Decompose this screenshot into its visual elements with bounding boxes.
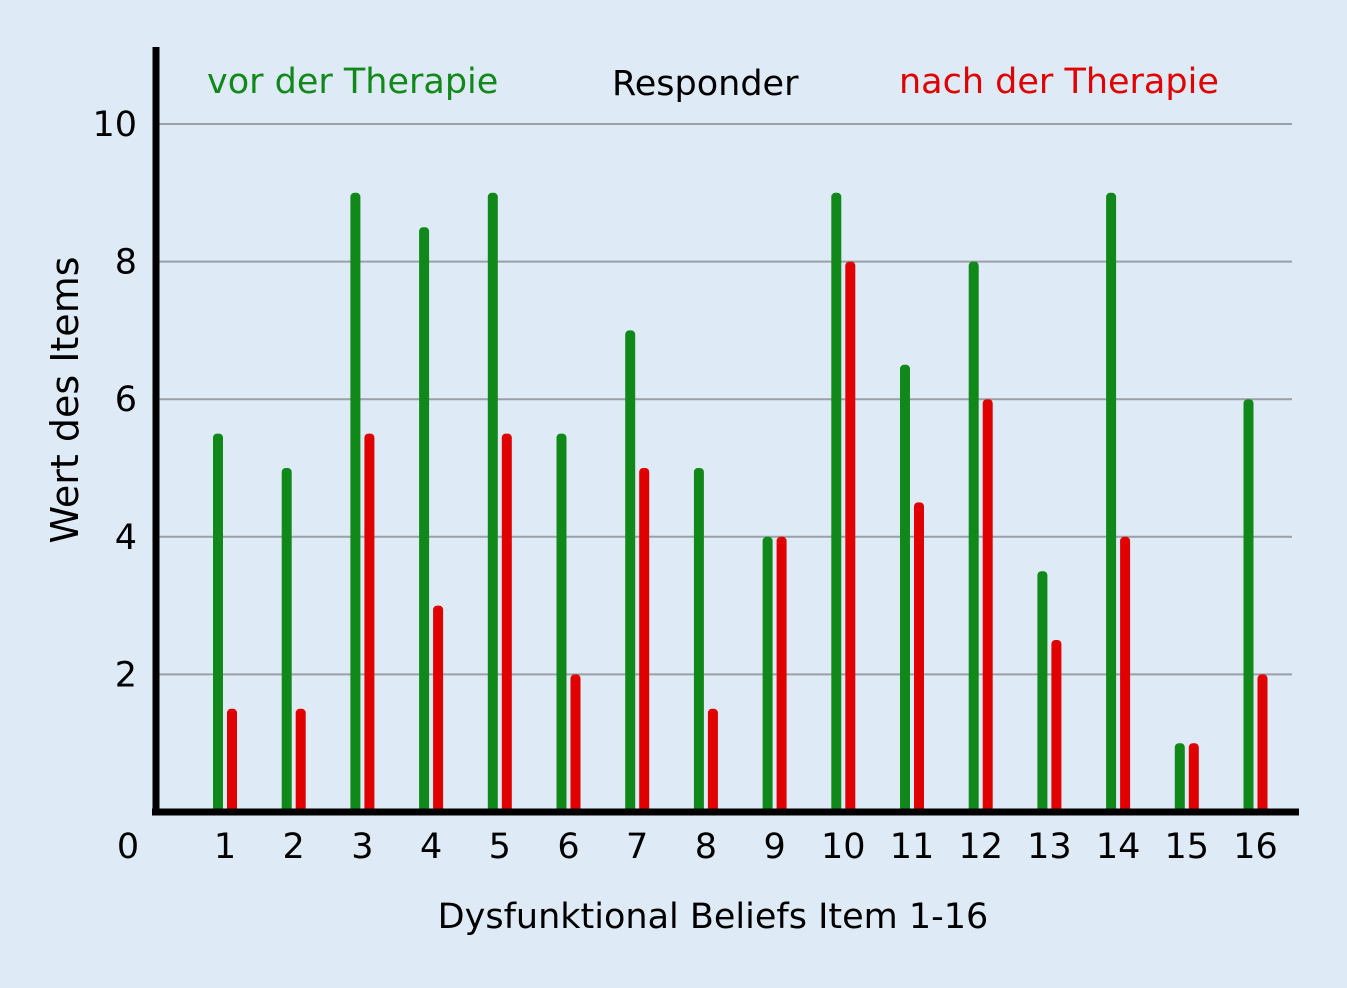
bar-before-item-6 (556, 433, 567, 815)
bar-after-item-5 (501, 433, 512, 815)
bar-before-item-2 (281, 468, 292, 815)
y-tick-label: 0 (117, 827, 139, 867)
bar-after-item-1 (227, 708, 237, 815)
bar-after-item-8 (707, 708, 718, 815)
bar-before-item-8 (693, 468, 704, 815)
bar-after-item-16 (1257, 674, 1268, 815)
y-tick-labels: 0 2 4 6 8 10 (92, 105, 139, 867)
bar-after-item-4 (433, 605, 444, 815)
x-tick-label: 5 (489, 827, 511, 867)
x-tick-label: 6 (557, 827, 579, 867)
bar-after-item-6 (570, 674, 581, 815)
x-tick-label: 11 (890, 827, 935, 867)
legend-series-after: nach der Therapie (899, 62, 1219, 102)
x-tick-label: 12 (958, 827, 1003, 867)
x-axis-label: Dysfunktional Beliefs Item 1-16 (438, 897, 989, 937)
bar-after-item-12 (982, 399, 993, 815)
y-tick-label: 8 (115, 243, 137, 283)
bar-before-item-12 (968, 261, 979, 816)
bars (213, 192, 1268, 816)
y-tick-label: 6 (115, 380, 137, 420)
x-tick-labels: 1 2 3 4 5 6 7 8 9 10 11 12 13 14 15 16 (214, 827, 1278, 867)
chart-title: Responder (612, 64, 799, 104)
y-axis-label: Wert des Items (43, 256, 87, 543)
bar-before-item-3 (350, 192, 361, 816)
bar-before-item-9 (762, 536, 773, 815)
bar-after-item-13 (1051, 640, 1062, 815)
bar-after-item-9 (776, 536, 787, 815)
x-tick-label: 2 (283, 827, 305, 867)
x-tick-label: 7 (626, 827, 648, 867)
x-tick-label: 15 (1165, 827, 1210, 867)
bar-after-item-10 (845, 261, 856, 816)
bar-after-item-2 (295, 708, 306, 815)
bar-after-item-15 (1188, 743, 1199, 815)
bar-after-item-11 (914, 502, 924, 815)
bar-after-item-7 (639, 468, 650, 815)
x-tick-label: 1 (214, 827, 236, 867)
bar-after-item-14 (1120, 536, 1131, 815)
bar-before-item-10 (831, 192, 842, 816)
legend-series-before: vor der Therapie (207, 62, 498, 102)
x-tick-label: 4 (420, 827, 442, 867)
x-tick-label: 3 (351, 827, 373, 867)
x-tick-label: 16 (1233, 827, 1278, 867)
x-tick-label: 14 (1096, 827, 1141, 867)
y-tick-label: 2 (115, 655, 137, 695)
x-tick-label: 13 (1027, 827, 1072, 867)
gridlines (156, 123, 1292, 676)
x-tick-label: 9 (763, 827, 785, 867)
bar-before-item-15 (1174, 743, 1185, 815)
bar-before-item-7 (625, 330, 636, 815)
bar-before-item-11 (900, 364, 910, 815)
bar-before-item-5 (487, 192, 498, 816)
y-tick-label: 4 (115, 518, 137, 558)
bar-before-item-16 (1243, 399, 1254, 815)
x-tick-label: 8 (695, 827, 717, 867)
bar-after-item-3 (364, 433, 375, 815)
bar-before-item-1 (213, 433, 223, 815)
bar-before-item-13 (1037, 571, 1048, 815)
axes (152, 47, 1299, 816)
x-tick-label: 10 (821, 827, 866, 867)
bar-before-item-14 (1106, 192, 1117, 816)
bar-before-item-4 (419, 227, 430, 815)
y-tick-label: 10 (92, 105, 137, 145)
